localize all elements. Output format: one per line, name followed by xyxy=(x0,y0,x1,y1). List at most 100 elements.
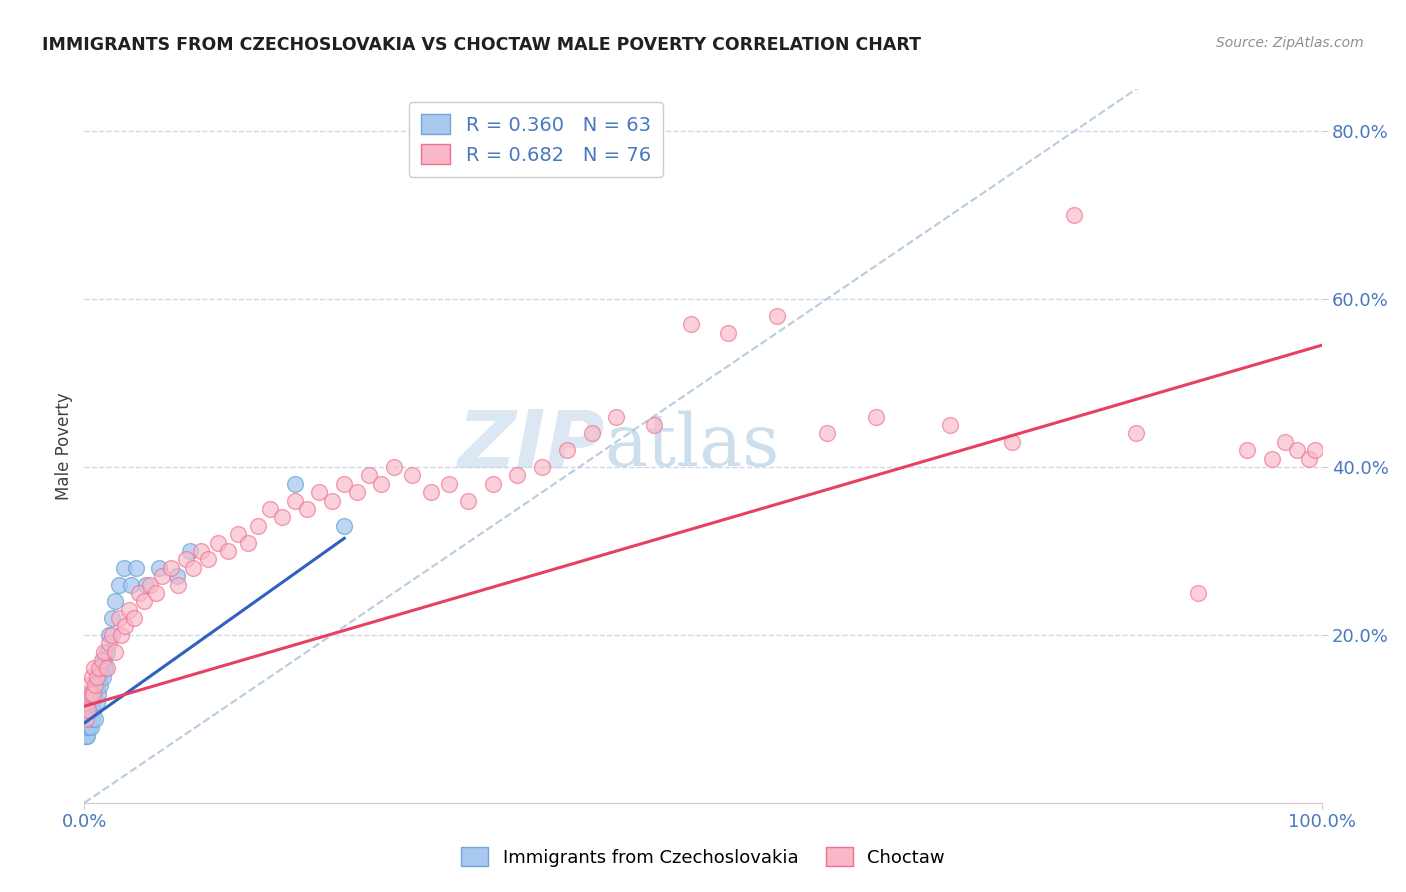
Point xyxy=(308,485,330,500)
Point xyxy=(150,569,173,583)
Point xyxy=(179,544,201,558)
Point xyxy=(271,510,294,524)
Y-axis label: Male Poverty: Male Poverty xyxy=(55,392,73,500)
Point xyxy=(77,712,100,726)
Legend: R = 0.360   N = 63, R = 0.682   N = 76: R = 0.360 N = 63, R = 0.682 N = 76 xyxy=(409,103,662,177)
Point xyxy=(86,695,108,709)
Point xyxy=(76,712,98,726)
Point xyxy=(75,720,97,734)
Text: Source: ZipAtlas.com: Source: ZipAtlas.com xyxy=(1216,36,1364,50)
Point xyxy=(382,460,405,475)
Point xyxy=(333,476,356,491)
Point xyxy=(246,518,269,533)
Point xyxy=(174,552,197,566)
Point xyxy=(346,485,368,500)
Point xyxy=(89,661,111,675)
Point xyxy=(1305,443,1327,458)
Point xyxy=(531,460,554,475)
Text: atlas: atlas xyxy=(605,410,779,482)
Point xyxy=(87,687,110,701)
Point xyxy=(815,426,838,441)
Point xyxy=(93,645,115,659)
Point xyxy=(75,712,97,726)
Point xyxy=(79,703,101,717)
Point xyxy=(77,703,100,717)
Point xyxy=(104,645,127,659)
Point xyxy=(1274,434,1296,449)
Point xyxy=(91,670,114,684)
Point xyxy=(190,544,212,558)
Point xyxy=(181,560,204,574)
Point xyxy=(75,703,97,717)
Point xyxy=(643,417,665,432)
Point xyxy=(82,687,104,701)
Point xyxy=(75,712,97,726)
Point xyxy=(94,661,117,675)
Point xyxy=(555,443,578,458)
Point xyxy=(114,619,136,633)
Point xyxy=(217,544,239,558)
Point xyxy=(259,502,281,516)
Point xyxy=(80,695,103,709)
Point xyxy=(145,586,167,600)
Point xyxy=(122,611,145,625)
Point xyxy=(96,645,118,659)
Point xyxy=(77,712,100,726)
Point xyxy=(79,678,101,692)
Point xyxy=(236,535,259,549)
Point xyxy=(86,678,108,692)
Point xyxy=(73,720,96,734)
Point xyxy=(207,535,229,549)
Point xyxy=(75,729,97,743)
Point xyxy=(139,577,162,591)
Text: ZIP: ZIP xyxy=(457,407,605,485)
Point xyxy=(100,628,122,642)
Point xyxy=(75,729,97,743)
Point xyxy=(83,687,105,701)
Point xyxy=(226,527,249,541)
Point xyxy=(167,577,190,591)
Point xyxy=(96,661,118,675)
Point xyxy=(166,569,188,583)
Point xyxy=(90,661,112,675)
Point xyxy=(75,712,97,726)
Point xyxy=(86,670,108,684)
Point xyxy=(83,661,105,675)
Point xyxy=(284,476,307,491)
Legend: Immigrants from Czechoslovakia, Choctaw: Immigrants from Czechoslovakia, Choctaw xyxy=(454,840,952,874)
Point xyxy=(1125,426,1147,441)
Point xyxy=(108,611,131,625)
Point xyxy=(1063,208,1085,222)
Point xyxy=(284,493,307,508)
Point xyxy=(75,720,97,734)
Point xyxy=(76,695,98,709)
Point xyxy=(79,687,101,701)
Point xyxy=(605,409,627,424)
Point xyxy=(76,695,98,709)
Point xyxy=(75,703,97,717)
Point xyxy=(75,703,97,717)
Point xyxy=(679,318,702,332)
Point xyxy=(76,703,98,717)
Point xyxy=(865,409,887,424)
Point xyxy=(135,577,157,591)
Point xyxy=(506,468,529,483)
Point xyxy=(104,594,127,608)
Point xyxy=(80,712,103,726)
Point xyxy=(75,687,97,701)
Point xyxy=(1236,443,1258,458)
Point xyxy=(333,518,356,533)
Point xyxy=(370,476,392,491)
Point xyxy=(717,326,740,340)
Point xyxy=(481,476,503,491)
Point xyxy=(581,426,603,441)
Point xyxy=(98,636,121,650)
Point xyxy=(1261,451,1284,466)
Point xyxy=(457,493,479,508)
Point xyxy=(76,720,98,734)
Point xyxy=(321,493,343,508)
Point xyxy=(112,560,135,574)
Point xyxy=(160,560,183,574)
Point xyxy=(76,720,98,734)
Point xyxy=(1187,586,1209,600)
